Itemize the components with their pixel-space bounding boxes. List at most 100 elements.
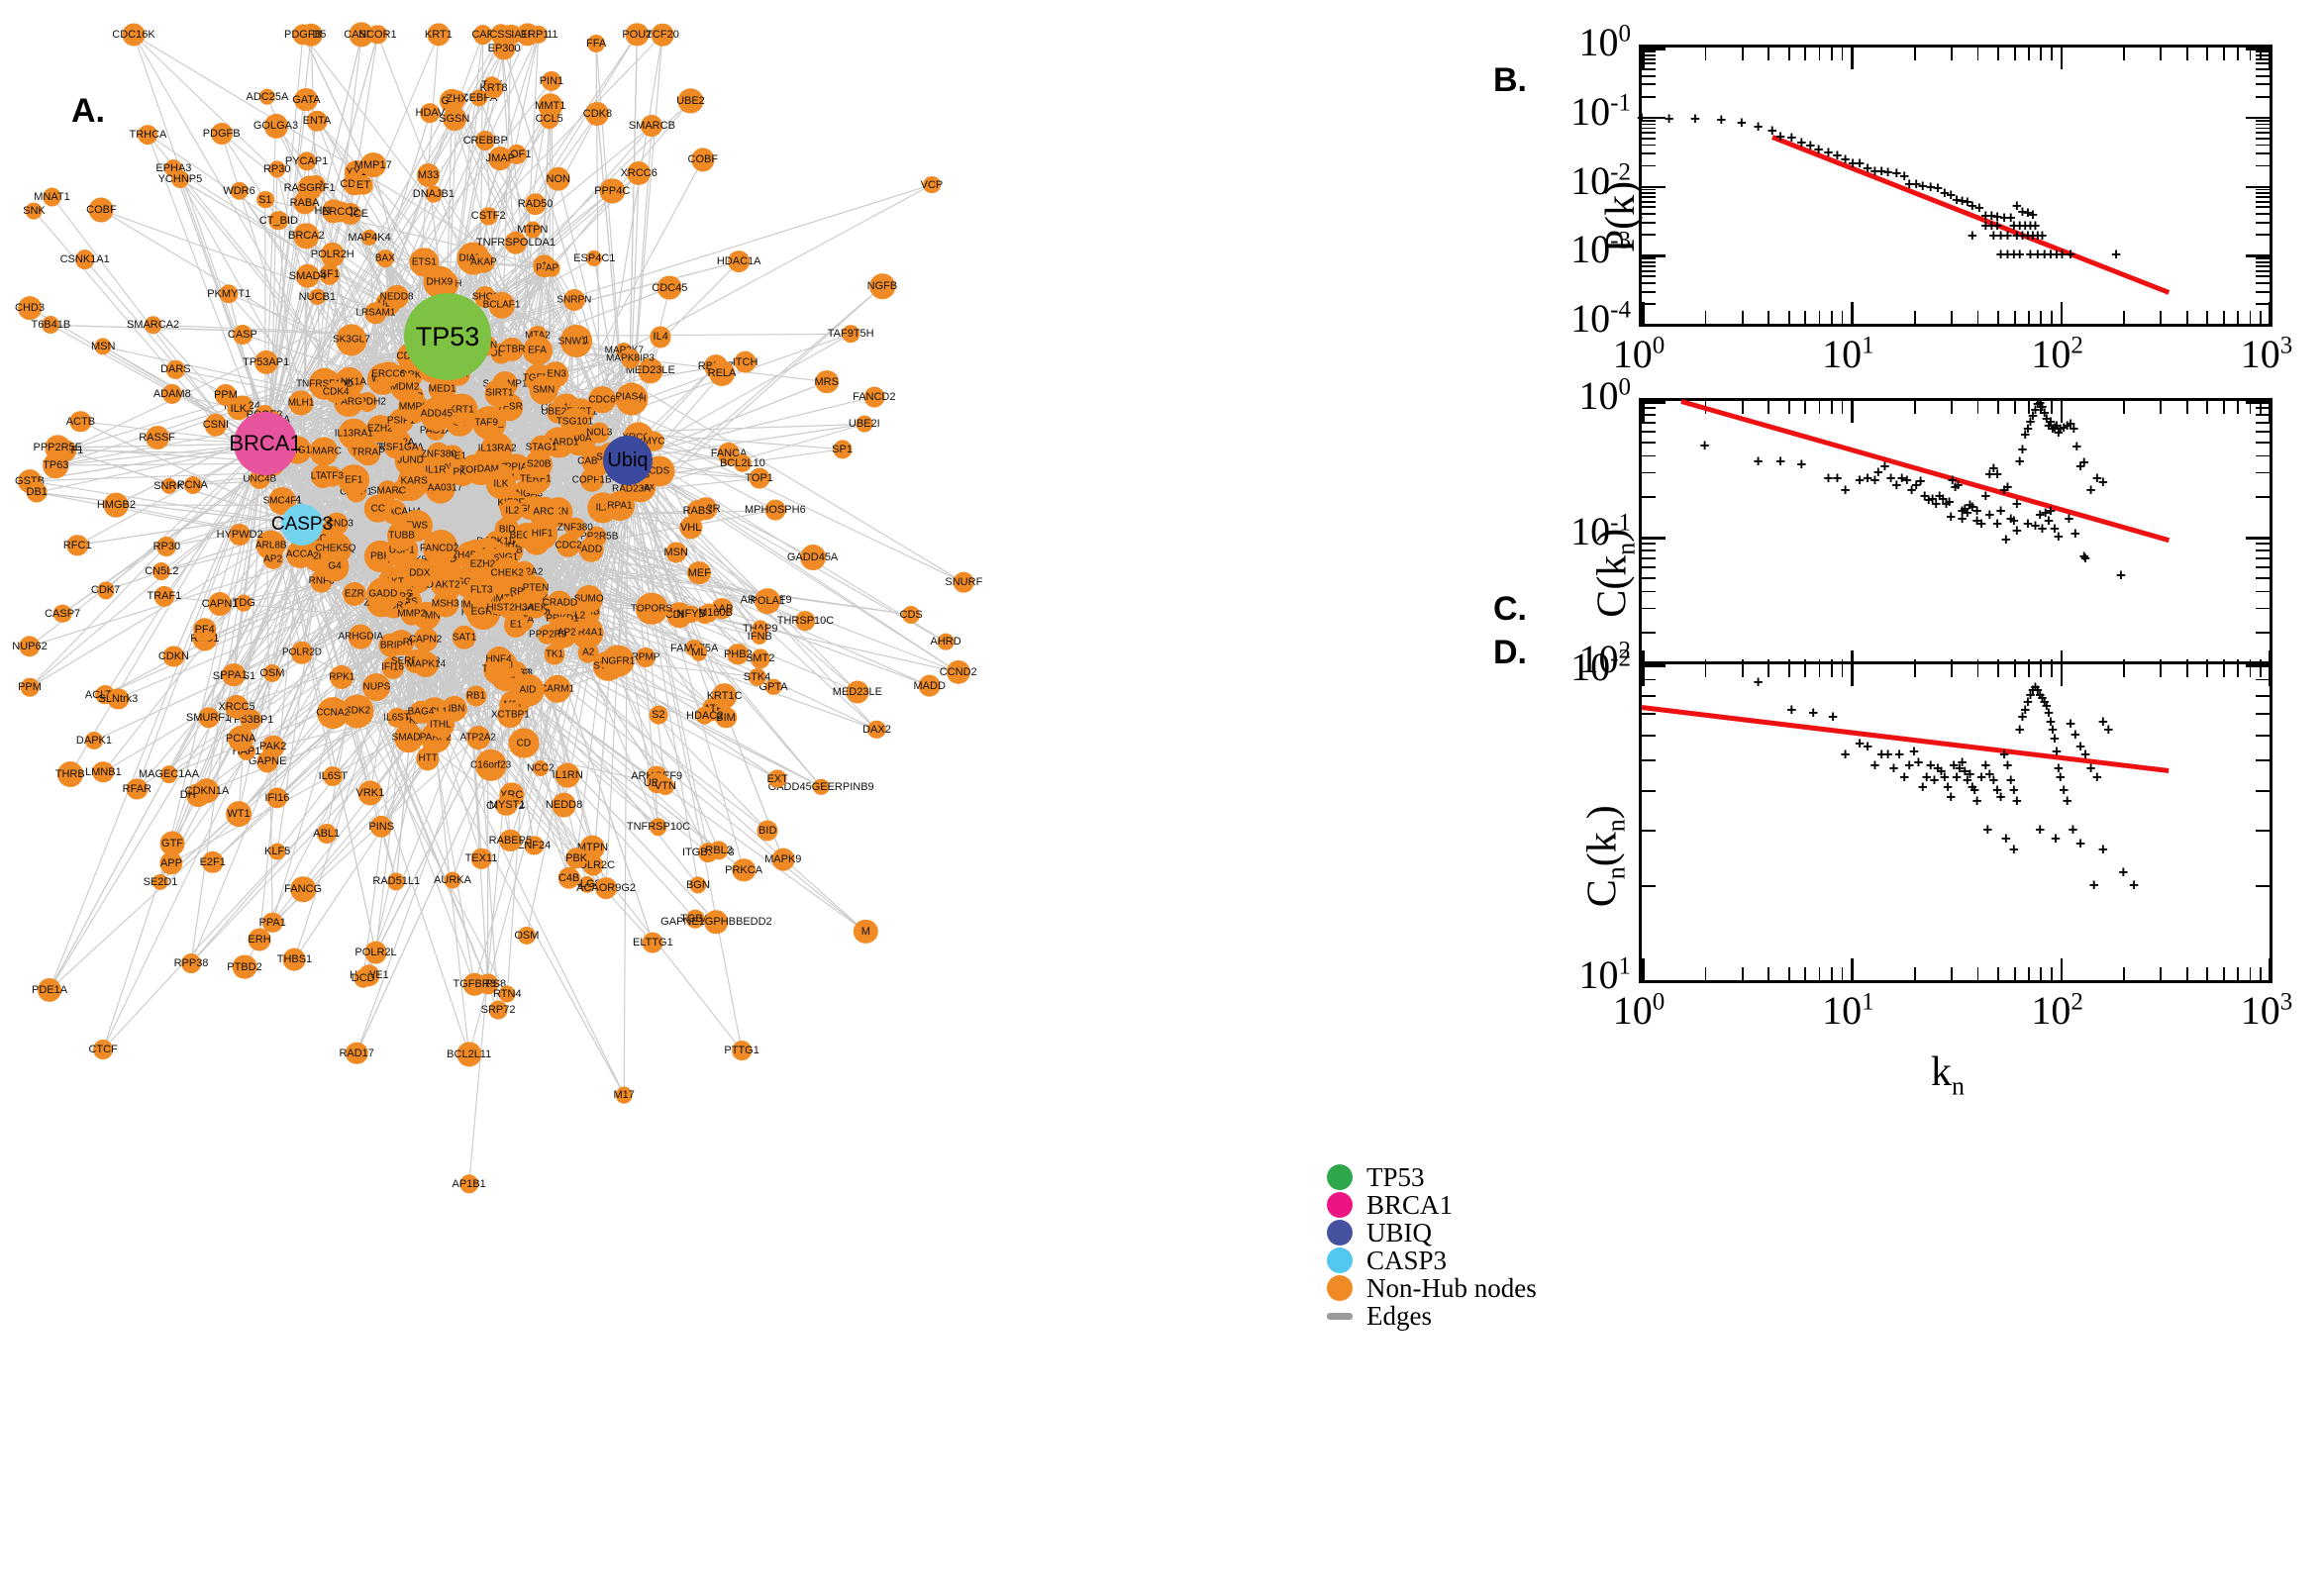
network-node[interactable]: [764, 678, 782, 696]
network-node[interactable]: [370, 816, 393, 839]
network-node[interactable]: [749, 467, 770, 489]
network-node[interactable]: [578, 876, 595, 893]
network-node[interactable]: [316, 823, 337, 844]
network-node[interactable]: [638, 357, 663, 384]
network-node[interactable]: [345, 1042, 368, 1065]
network-node[interactable]: [386, 708, 407, 729]
network-node[interactable]: [585, 101, 610, 127]
network-node[interactable]: [902, 605, 921, 624]
network-node[interactable]: [474, 748, 507, 782]
network-node[interactable]: [532, 760, 549, 777]
network-node[interactable]: [562, 289, 585, 312]
network-node[interactable]: [470, 848, 492, 869]
network-node[interactable]: [627, 161, 652, 186]
network-node[interactable]: [268, 843, 286, 860]
network-node[interactable]: [599, 178, 625, 204]
network-node[interactable]: [757, 820, 778, 842]
network-node[interactable]: [290, 642, 314, 664]
network-node[interactable]: [357, 780, 383, 806]
network-node[interactable]: [795, 611, 816, 632]
network-node[interactable]: [625, 23, 649, 47]
network-node[interactable]: [166, 360, 185, 379]
hub-node-brca1[interactable]: BRCA1: [229, 412, 302, 475]
network-node[interactable]: [863, 386, 885, 408]
network-node[interactable]: [690, 644, 708, 661]
network-node[interactable]: [444, 871, 461, 889]
network-node[interactable]: [261, 912, 283, 934]
network-node[interactable]: [66, 534, 88, 556]
network-node[interactable]: [96, 581, 115, 599]
network-node[interactable]: [255, 190, 274, 209]
network-node[interactable]: [43, 187, 61, 207]
network-node[interactable]: [288, 390, 314, 416]
network-node[interactable]: [69, 410, 92, 433]
network-node[interactable]: [295, 263, 320, 289]
network-node[interactable]: [842, 325, 859, 344]
network-node[interactable]: [748, 667, 766, 686]
network-node[interactable]: [812, 778, 830, 795]
network-node[interactable]: [94, 338, 112, 355]
network-node[interactable]: [88, 197, 114, 223]
network-node[interactable]: [104, 492, 129, 518]
network-node[interactable]: [229, 524, 252, 547]
network-node[interactable]: [248, 928, 271, 951]
network-node[interactable]: [499, 829, 522, 851]
network-node[interactable]: [458, 1174, 479, 1194]
network-node[interactable]: [541, 70, 562, 92]
network-node[interactable]: [152, 873, 169, 890]
network-node[interactable]: [262, 549, 283, 570]
network-node[interactable]: [26, 202, 43, 220]
network-node[interactable]: [524, 836, 544, 855]
network-node[interactable]: [452, 625, 477, 649]
network-node[interactable]: [181, 952, 201, 973]
network-node[interactable]: [56, 760, 83, 787]
network-node[interactable]: [320, 243, 345, 267]
network-node[interactable]: [764, 499, 786, 521]
network-node[interactable]: [379, 633, 404, 657]
network-node[interactable]: [814, 369, 839, 394]
network-node[interactable]: [420, 103, 441, 124]
network-node[interactable]: [465, 726, 490, 750]
network-node[interactable]: [375, 249, 394, 267]
network-node[interactable]: [767, 769, 787, 788]
network-node[interactable]: [319, 264, 341, 285]
network-node[interactable]: [543, 674, 571, 703]
network-node[interactable]: [425, 185, 443, 203]
network-node[interactable]: [715, 707, 737, 729]
network-node[interactable]: [524, 222, 542, 239]
network-node[interactable]: [26, 481, 48, 503]
network-node[interactable]: [226, 800, 252, 827]
hub-node-casp3[interactable]: CASP3: [271, 504, 333, 546]
network-node[interactable]: [582, 854, 604, 876]
network-node[interactable]: [587, 35, 606, 53]
network-node[interactable]: [20, 678, 40, 697]
network-node[interactable]: [456, 1042, 482, 1067]
network-node[interactable]: [153, 586, 175, 607]
network-node[interactable]: [309, 437, 339, 466]
network-node[interactable]: [381, 656, 404, 679]
network-node[interactable]: [416, 162, 441, 187]
network-node[interactable]: [362, 672, 391, 701]
network-node[interactable]: [856, 416, 873, 433]
network-node[interactable]: [208, 592, 233, 617]
hub-node-tp53[interactable]: TP53: [404, 293, 491, 380]
network-node[interactable]: [253, 350, 278, 375]
network-node[interactable]: [235, 594, 252, 612]
network-node[interactable]: [595, 877, 617, 899]
network-node[interactable]: [183, 476, 202, 495]
hub-node-ubiq[interactable]: Ubiq: [603, 436, 653, 485]
network-node[interactable]: [641, 115, 663, 137]
network-node[interactable]: [954, 572, 974, 593]
network-node[interactable]: [258, 88, 276, 106]
network-node[interactable]: [325, 513, 349, 536]
network-node[interactable]: [222, 662, 246, 687]
network-node[interactable]: [751, 648, 770, 669]
network-node[interactable]: [734, 350, 757, 373]
network-node[interactable]: [709, 841, 729, 860]
network-node[interactable]: [636, 647, 656, 667]
network-node[interactable]: [472, 25, 493, 45]
network-node[interactable]: [18, 296, 42, 320]
network-node[interactable]: [728, 250, 751, 273]
network-node[interactable]: [387, 872, 405, 891]
network-node[interactable]: [93, 1039, 114, 1059]
